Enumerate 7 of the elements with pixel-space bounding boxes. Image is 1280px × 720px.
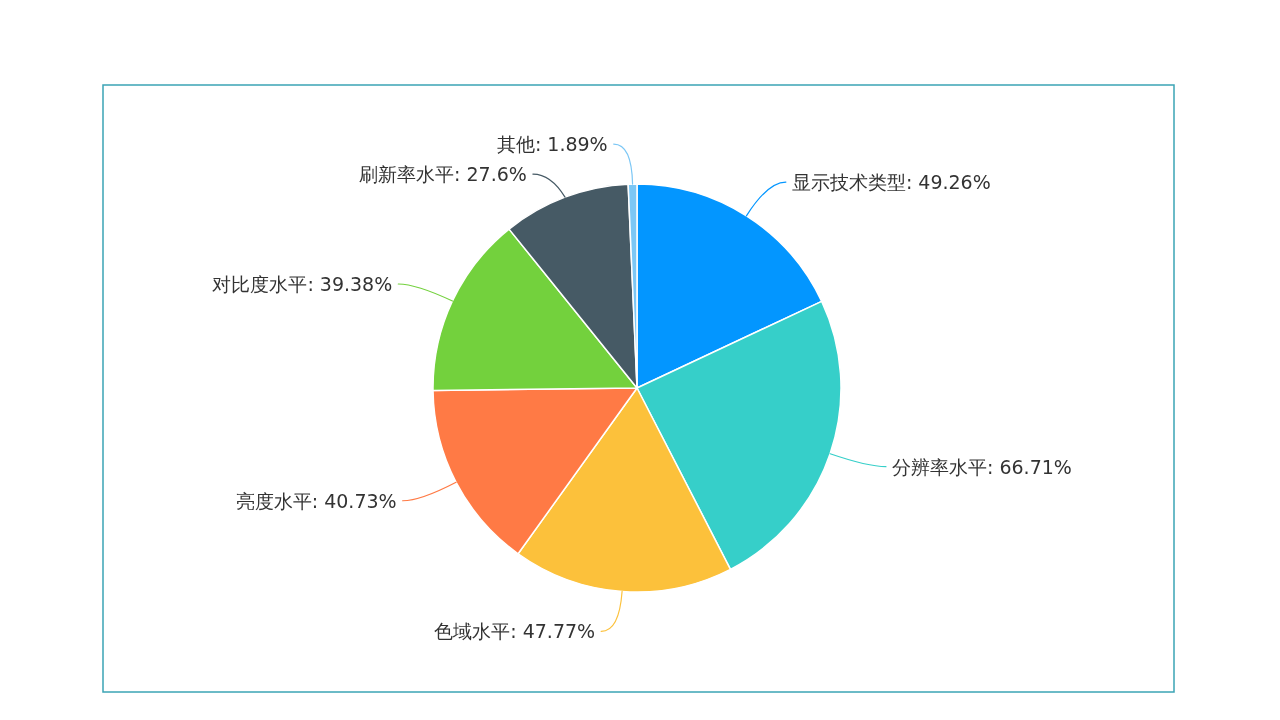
slice-label: 对比度水平: 39.38% xyxy=(212,273,393,295)
slice-label: 刷新率水平: 27.6% xyxy=(359,163,527,186)
slice-label: 亮度水平: 40.73% xyxy=(235,489,397,512)
slice-label: 分辨率水平: 66.71% xyxy=(891,455,1072,478)
slice-label: 其他: 1.89% xyxy=(496,133,608,156)
slice-label: 色域水平: 47.77% xyxy=(434,620,596,643)
slice-label: 显示技术类型: 49.26% xyxy=(791,171,991,194)
